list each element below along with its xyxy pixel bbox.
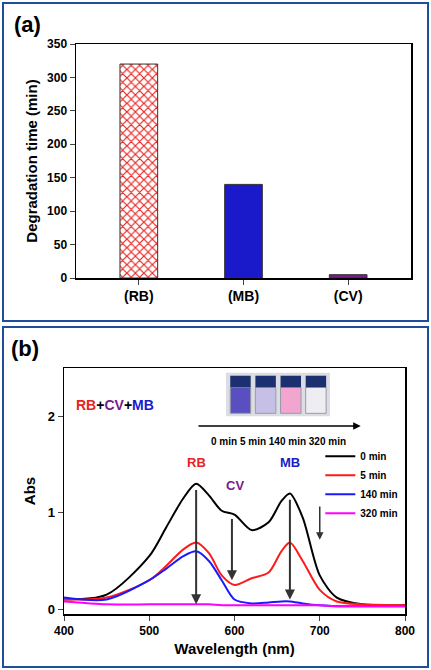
svg-text:MB: MB [280, 455, 300, 470]
svg-text:600: 600 [224, 624, 244, 638]
svg-text:50: 50 [54, 238, 68, 252]
svg-text:(CV): (CV) [334, 288, 363, 304]
svg-text:140 min: 140 min [360, 489, 397, 500]
svg-text:Abs: Abs [21, 477, 38, 505]
svg-text:0 min: 0 min [360, 451, 386, 462]
svg-text:0: 0 [48, 602, 55, 617]
svg-text:(a): (a) [14, 12, 41, 37]
svg-text:800: 800 [395, 624, 415, 638]
svg-text:2: 2 [48, 409, 55, 424]
svg-text:CV: CV [226, 478, 244, 493]
svg-text:RB+CV+MB: RB+CV+MB [76, 397, 154, 413]
svg-text:300: 300 [47, 71, 67, 85]
svg-text:500: 500 [139, 624, 159, 638]
svg-text:150: 150 [47, 171, 67, 185]
svg-text:350: 350 [47, 37, 67, 51]
svg-text:(MB): (MB) [228, 288, 259, 304]
svg-text:5 min: 5 min [360, 470, 386, 481]
svg-text:250: 250 [47, 104, 67, 118]
svg-text:Wavelength (nm): Wavelength (nm) [174, 640, 294, 657]
svg-text:0 min 5 min 140 min 320 min: 0 min 5 min 140 min 320 min [211, 436, 346, 447]
svg-text:100: 100 [47, 204, 67, 218]
svg-text:(b): (b) [11, 336, 39, 361]
svg-text:Degradation time (min): Degradation time (min) [23, 79, 40, 242]
svg-text:400: 400 [54, 624, 74, 638]
svg-text:200: 200 [47, 137, 67, 151]
svg-text:RB: RB [187, 455, 206, 470]
svg-text:0: 0 [60, 271, 67, 285]
svg-text:1: 1 [48, 505, 55, 520]
svg-text:320 min: 320 min [360, 508, 397, 519]
svg-text:(RB): (RB) [124, 288, 154, 304]
svg-text:700: 700 [310, 624, 330, 638]
